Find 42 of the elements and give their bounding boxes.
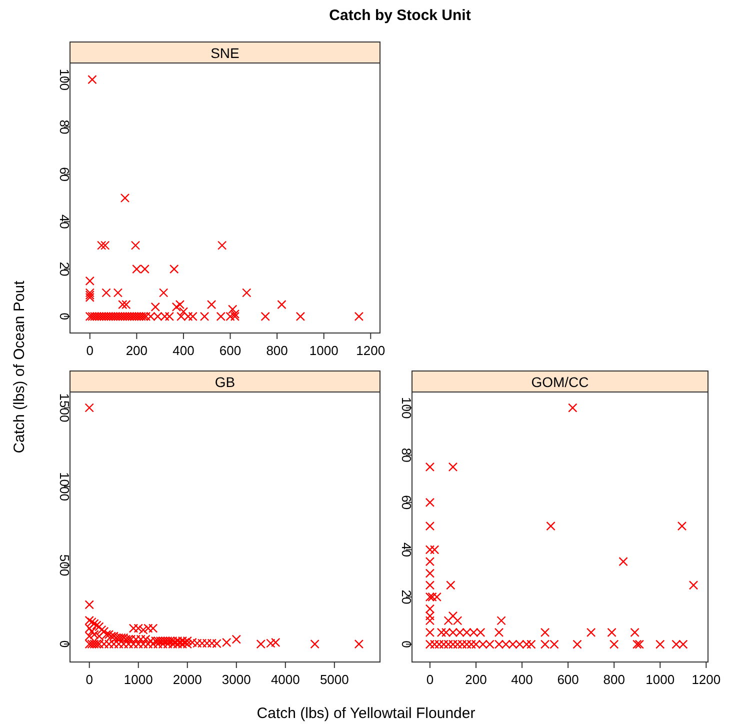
x-tick-label: 1000 <box>124 672 153 687</box>
y-tick-label: 60 <box>57 167 72 182</box>
y-tick-label: 100 <box>57 68 72 90</box>
y-tick-label: 40 <box>57 214 72 229</box>
x-tick-label: 3000 <box>222 672 251 687</box>
x-tick-label: 200 <box>126 343 148 358</box>
chart-title: GB <box>214 374 236 390</box>
y-tick-label: 80 <box>57 120 72 134</box>
x-tick-label: 2000 <box>172 672 202 687</box>
x-tick-label: 1200 <box>356 343 386 358</box>
x-tick-label: 600 <box>219 343 242 358</box>
chart-title: SNE <box>210 45 240 61</box>
y-tick-label: 0 <box>399 640 414 648</box>
y-axis-title: Catch (lbs) of Ocean Pout <box>11 280 28 454</box>
x-tick-label: 400 <box>511 672 533 687</box>
y-tick-label: 0 <box>57 312 72 320</box>
text: Catch by Stock Unit <box>329 7 471 24</box>
y-tick-label: 20 <box>399 590 414 604</box>
x-tick-label: 1200 <box>692 672 721 687</box>
x-tick-label: 600 <box>557 672 579 687</box>
y-tick-label: 20 <box>57 262 72 276</box>
y-tick-label: 1500 <box>57 393 72 422</box>
x-tick-label: 5000 <box>320 672 349 687</box>
y-tick-label: 1000 <box>57 472 72 501</box>
y-tick-label: 100 <box>399 396 414 419</box>
chart-title: GOM/CC <box>531 374 589 390</box>
x-tick-label: 800 <box>266 343 288 358</box>
x-tick-label: 800 <box>603 672 625 687</box>
y-tick-label: 60 <box>399 495 414 510</box>
y-tick-label: 80 <box>399 448 414 462</box>
x-tick-label: 0 <box>426 672 434 687</box>
x-tick-label: 1000 <box>646 672 675 687</box>
x-tick-label: 1000 <box>309 343 338 358</box>
y-tick-label: 0 <box>57 640 72 648</box>
x-tick-label: 200 <box>465 672 487 687</box>
y-tick-label: 500 <box>57 554 72 576</box>
x-tick-label: 400 <box>172 343 194 358</box>
x-axis-title: Catch (lbs) of Yellowtail Flounder <box>256 705 476 722</box>
x-tick-label: 0 <box>86 343 94 358</box>
x-tick-label: 0 <box>86 672 93 687</box>
y-tick-label: 40 <box>399 542 414 557</box>
x-tick-label: 4000 <box>270 672 300 687</box>
